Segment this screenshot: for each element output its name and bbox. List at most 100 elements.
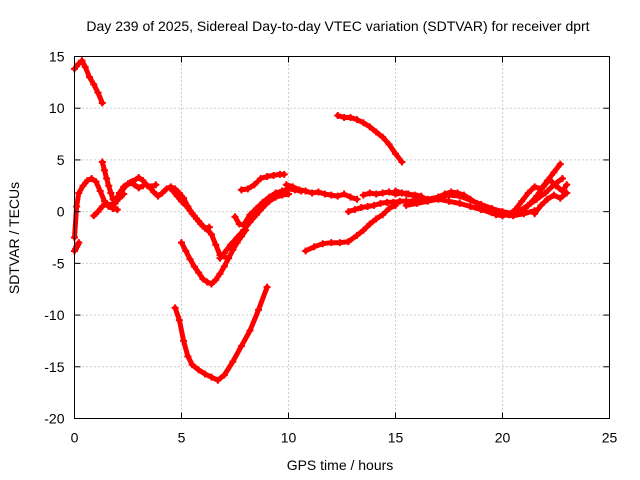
data-point — [78, 57, 86, 65]
data-point — [327, 239, 335, 247]
data-point — [445, 197, 453, 205]
data-point — [199, 222, 207, 230]
series-track-18 — [344, 196, 423, 216]
data-point — [150, 188, 158, 196]
data-point — [447, 188, 455, 196]
data-point — [310, 243, 318, 251]
data-point — [541, 189, 549, 197]
data-point — [441, 190, 449, 198]
data-point — [366, 123, 374, 131]
data-point — [520, 206, 528, 214]
chart-title: Day 239 of 2025, Sidereal Day-to-day VTE… — [86, 18, 589, 34]
data-point — [379, 211, 387, 219]
data-point — [212, 276, 220, 284]
series-track-12 — [216, 190, 292, 262]
data-point — [195, 269, 203, 277]
data-point — [340, 190, 348, 198]
data-point — [552, 182, 560, 190]
data-point — [96, 187, 104, 195]
plot-frame — [74, 56, 610, 419]
data-point — [563, 189, 571, 197]
series-track-16 — [302, 201, 399, 255]
data-point — [486, 208, 494, 216]
data-point — [231, 213, 239, 221]
data-point — [113, 206, 121, 214]
data-point — [289, 183, 297, 191]
data-point — [466, 195, 474, 203]
data-point — [353, 116, 361, 124]
data-point — [531, 183, 539, 191]
data-point — [122, 182, 130, 190]
data-point — [370, 201, 378, 209]
data-point — [195, 217, 203, 225]
series-track-26 — [531, 189, 571, 218]
x-tick-label: 25 — [602, 430, 618, 446]
data-point — [359, 226, 367, 234]
data-point — [372, 190, 380, 198]
data-point — [175, 316, 183, 324]
data-point — [359, 119, 367, 127]
data-point — [252, 211, 260, 219]
data-point — [207, 280, 215, 288]
data-point — [556, 194, 564, 202]
series-track-15 — [282, 181, 361, 203]
series-line — [179, 227, 249, 287]
data-point — [98, 99, 106, 107]
data-point — [203, 278, 211, 286]
data-point — [152, 181, 160, 189]
data-point — [195, 366, 203, 374]
data-point — [216, 270, 224, 278]
data-point — [280, 170, 288, 178]
data-point — [372, 215, 380, 223]
data-point — [173, 192, 181, 200]
data-point — [366, 189, 374, 197]
data-point — [118, 187, 126, 195]
data-point — [103, 175, 111, 183]
data-point — [94, 89, 102, 97]
data-point — [201, 370, 209, 378]
x-tick-label: 0 — [71, 430, 79, 446]
data-point — [379, 133, 387, 141]
series-track-24 — [505, 160, 564, 219]
data-point — [385, 188, 393, 196]
data-point — [90, 80, 98, 88]
data-point — [83, 177, 91, 185]
grid-lines — [74, 56, 610, 419]
data-point — [107, 201, 115, 209]
data-point — [327, 191, 335, 199]
x-axis-label: GPS time / hours — [287, 457, 394, 473]
data-point — [171, 304, 179, 312]
data-point — [105, 182, 113, 190]
data-point — [546, 176, 554, 184]
data-point — [524, 189, 532, 197]
y-tick-label: 0 — [57, 204, 65, 220]
data-point — [207, 373, 215, 381]
data-point — [214, 376, 222, 384]
data-point — [379, 189, 387, 197]
data-point — [402, 201, 410, 209]
data-point — [184, 352, 192, 360]
data-point — [357, 204, 365, 212]
data-point — [257, 175, 265, 183]
y-tick-label: 10 — [49, 100, 65, 116]
data-point — [558, 175, 566, 183]
series-track-03 — [71, 175, 121, 241]
data-point — [531, 210, 539, 218]
axis-ticks — [74, 56, 610, 419]
data-point — [263, 172, 271, 180]
data-point — [377, 199, 385, 207]
data-point — [237, 342, 245, 350]
data-point — [178, 197, 185, 205]
data-point — [511, 206, 519, 214]
data-point — [413, 192, 421, 200]
data-point — [227, 241, 235, 249]
data-point — [103, 199, 111, 207]
series-track-17 — [334, 111, 406, 166]
data-point — [212, 241, 220, 249]
data-point — [220, 262, 228, 270]
data-point — [100, 166, 108, 174]
data-point — [314, 188, 322, 196]
data-point — [456, 199, 464, 207]
data-point — [190, 262, 198, 270]
data-point — [135, 174, 143, 182]
